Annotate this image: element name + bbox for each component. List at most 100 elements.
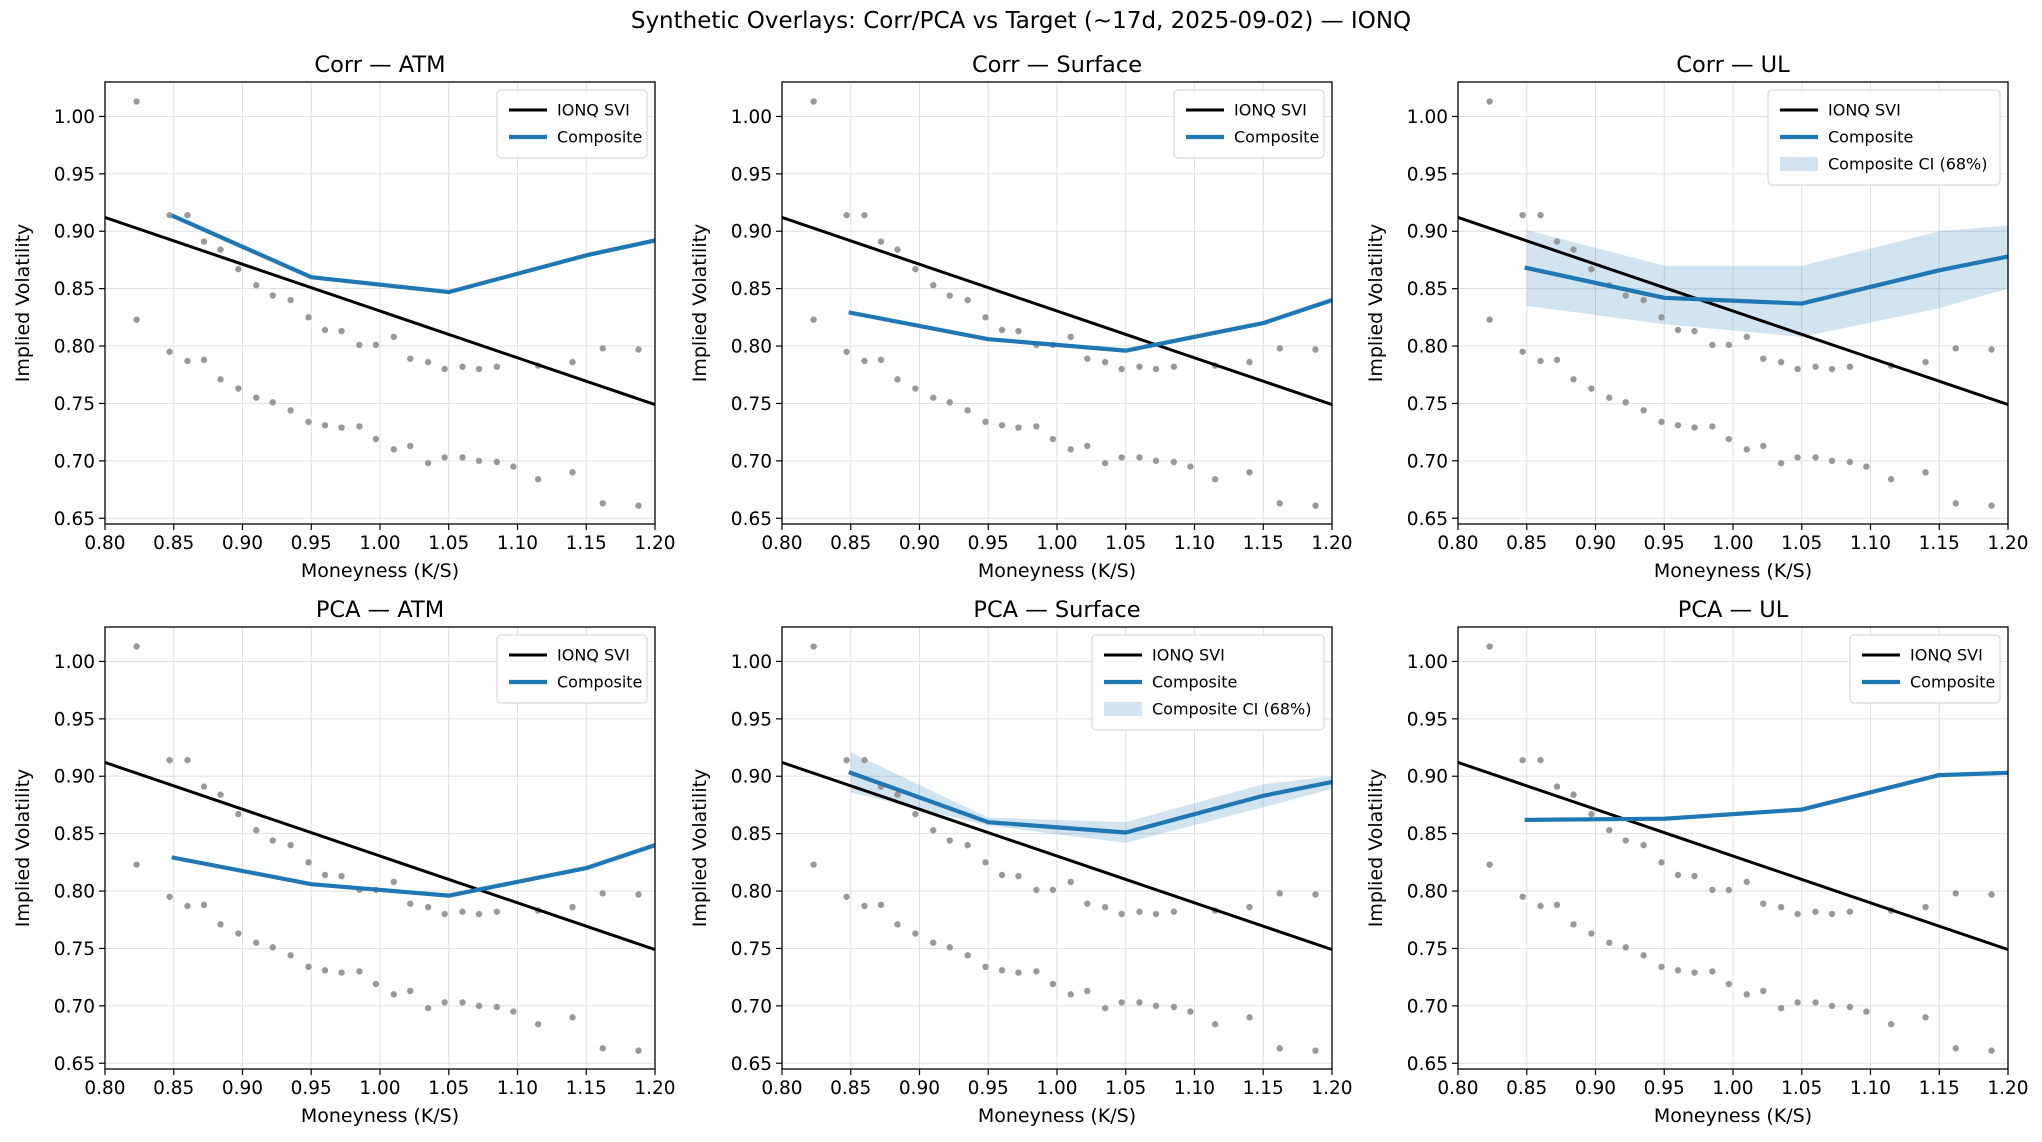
market-point	[1015, 872, 1022, 880]
market-point	[166, 348, 173, 355]
market-point	[1276, 345, 1283, 352]
x-tick-label: 0.90	[1575, 533, 1616, 554]
market-point	[1084, 900, 1091, 907]
x-axis-label: Moneyness (K/S)	[301, 560, 459, 582]
market-point	[1887, 476, 1895, 483]
market-point	[356, 423, 363, 430]
market-point	[338, 969, 345, 976]
x-tick-label: 0.90	[222, 1078, 263, 1099]
market-point	[1777, 1004, 1785, 1012]
x-tick-label: 0.90	[1575, 1078, 1616, 1099]
market-point	[1067, 333, 1074, 341]
market-point	[877, 238, 885, 245]
market-point	[269, 944, 276, 951]
market-point	[1276, 1045, 1283, 1052]
market-point	[338, 327, 345, 335]
market-point	[390, 878, 397, 886]
y-tick-label: 0.85	[731, 279, 772, 300]
market-point	[1152, 910, 1160, 918]
market-point	[1519, 893, 1526, 900]
legend: IONQ SVI Composite	[1173, 89, 1325, 159]
market-point	[1553, 783, 1561, 790]
x-axis-label: Moneyness (K/S)	[1654, 560, 1812, 582]
market-point	[1709, 886, 1716, 894]
x-tick-label: 0.85	[153, 533, 194, 554]
market-point	[1674, 326, 1682, 334]
y-tick-label: 0.65	[731, 509, 772, 530]
market-point	[1691, 872, 1698, 880]
market-point	[843, 211, 850, 219]
subplot-3: 0.80 0.85 0.90 0.95 1.00 1.05 1.10 1.15 1.20 0.65…	[1365, 52, 2029, 582]
market-point	[1828, 365, 1836, 373]
market-point	[843, 348, 850, 355]
legend: IONQ SVI Composite	[1849, 634, 2001, 704]
market-point	[998, 967, 1006, 974]
market-point	[235, 810, 242, 818]
y-axis-label: Implied Volatility	[12, 769, 34, 928]
plot-area	[782, 98, 1332, 509]
market-point	[217, 921, 224, 928]
y-tick-label: 0.90	[1407, 222, 1448, 243]
y-tick-label: 0.75	[54, 394, 95, 415]
x-tick-label: 1.10	[1174, 1078, 1215, 1099]
market-point	[424, 903, 432, 911]
market-point	[1922, 903, 1929, 911]
y-tick-label: 0.80	[731, 882, 772, 903]
legend-box	[1173, 89, 1325, 159]
market-point	[1622, 292, 1629, 299]
market-point	[1812, 454, 1819, 461]
y-tick-label: 0.80	[54, 882, 95, 903]
market-point	[1725, 435, 1733, 443]
y-tick-label: 1.00	[731, 652, 772, 673]
market-point	[407, 900, 414, 907]
y-tick-label: 0.85	[731, 824, 772, 845]
market-point	[1033, 968, 1040, 975]
legend-label: IONQ SVI	[557, 646, 630, 665]
market-point	[946, 944, 953, 951]
y-tick-label: 0.70	[54, 451, 95, 472]
legend-label: IONQ SVI	[1152, 646, 1225, 665]
x-tick-label: 0.80	[84, 533, 125, 554]
market-point	[599, 890, 606, 897]
market-point	[1709, 423, 1716, 430]
market-point	[184, 902, 191, 910]
x-tick-label: 0.90	[899, 1078, 940, 1099]
legend-label: IONQ SVI	[1828, 101, 1901, 120]
market-point	[930, 282, 937, 289]
subplot-4: 0.80 0.85 0.90 0.95 1.00 1.05 1.10 1.15 1.20 0.65…	[12, 597, 676, 1127]
market-point	[1519, 756, 1526, 764]
market-point	[1952, 345, 1959, 352]
market-point	[861, 211, 868, 219]
market-point	[1246, 358, 1253, 366]
market-point	[133, 643, 140, 650]
market-point	[1588, 930, 1595, 937]
market-point	[356, 968, 363, 975]
subplot-title: Corr — ATM	[314, 52, 445, 78]
market-point	[1658, 963, 1665, 971]
market-point	[1033, 423, 1040, 430]
market-point	[321, 871, 329, 879]
market-point	[287, 407, 294, 414]
market-point	[459, 908, 466, 915]
market-point	[1777, 459, 1785, 467]
market-point	[894, 921, 901, 928]
legend-ci-swatch	[1104, 702, 1142, 716]
market-point	[635, 891, 642, 898]
market-point	[1118, 454, 1125, 461]
market-point	[441, 910, 448, 918]
legend-box	[1767, 89, 2001, 186]
plot-area	[782, 643, 1332, 1054]
x-tick-label: 1.10	[1174, 533, 1215, 554]
market-point	[253, 282, 260, 289]
y-tick-label: 1.00	[1407, 652, 1448, 673]
market-point	[912, 385, 919, 392]
subplot-title: PCA — ATM	[316, 597, 444, 623]
market-point	[1537, 756, 1544, 764]
figure-suptitle: Synthetic Overlays: Corr/PCA vs Target (…	[630, 8, 1412, 34]
plot-area	[105, 98, 655, 509]
market-point	[1640, 407, 1647, 414]
x-tick-label: 1.15	[1919, 533, 1960, 554]
market-point	[964, 407, 971, 414]
market-point	[217, 246, 224, 253]
